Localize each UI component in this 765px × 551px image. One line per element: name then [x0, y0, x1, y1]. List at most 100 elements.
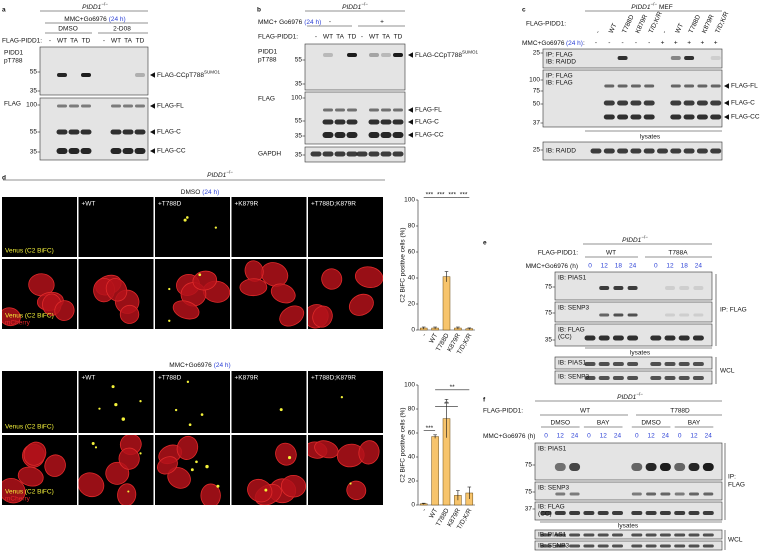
- band: [584, 376, 596, 380]
- micrograph: [155, 371, 230, 433]
- band: [627, 286, 638, 290]
- lane-label: TD: [348, 34, 357, 41]
- label: IB: PIAS1: [558, 360, 587, 367]
- genotype: PIDD1−/−: [207, 170, 233, 179]
- band: [56, 129, 68, 135]
- band-label: FLAG-C: [157, 129, 181, 136]
- mw-marker: 37: [533, 120, 541, 127]
- column-title: +K879R: [235, 375, 259, 382]
- bifc-dot: [186, 216, 189, 219]
- mw-marker: 100: [529, 77, 540, 84]
- lane-label: WT: [608, 22, 619, 34]
- significance-label: **: [450, 384, 456, 391]
- lane-label: -: [635, 40, 637, 47]
- bifc-dot: [214, 226, 217, 229]
- band: [617, 148, 629, 154]
- band: [710, 56, 721, 60]
- lane-label: 24: [571, 433, 579, 440]
- blot: [534, 540, 723, 551]
- band: [68, 129, 80, 135]
- genotype-part: −/−: [361, 2, 368, 7]
- band: [630, 148, 642, 154]
- lane-label: -: [361, 34, 363, 41]
- band: [335, 108, 345, 112]
- column-title: +T788D;K879R: [311, 375, 356, 382]
- construct-label: FLAG-PIDD1:: [526, 21, 566, 28]
- nucleus: [192, 270, 218, 291]
- nucleus: [279, 305, 305, 327]
- band: [630, 114, 642, 120]
- band: [643, 114, 655, 120]
- nucleus: [346, 480, 367, 501]
- treatment-part: (24 h): [304, 19, 321, 26]
- band: [710, 84, 721, 88]
- band: [612, 533, 623, 537]
- band: [710, 100, 722, 106]
- band: [645, 533, 657, 537]
- significance-label: ***: [448, 192, 456, 199]
- lane-label: +: [701, 40, 705, 47]
- nucleus: [17, 466, 44, 487]
- genotype-part: PIDD1: [342, 4, 362, 11]
- band: [645, 511, 657, 515]
- micrograph-content: [93, 274, 140, 324]
- lane-label: 12: [557, 433, 565, 440]
- micrograph-content: [2, 273, 75, 327]
- band: [56, 148, 68, 154]
- band: [554, 533, 566, 537]
- arrow: [150, 129, 155, 135]
- micrograph: [2, 197, 77, 257]
- blot: [534, 529, 723, 540]
- lane-label: 12: [666, 263, 674, 270]
- mw-marker: 55: [30, 129, 38, 136]
- mw-marker: 75: [525, 462, 533, 469]
- genotype: PIDD1−/−: [82, 2, 108, 11]
- label: IB: RAIDD: [546, 148, 576, 155]
- treatment-part: MMC+Go6976: [169, 362, 212, 369]
- band: [69, 104, 79, 108]
- band: [134, 148, 146, 154]
- lane-label: -: [49, 38, 51, 45]
- band: [583, 544, 595, 548]
- lane-label: -: [103, 38, 105, 45]
- band: [322, 119, 334, 125]
- band: [369, 53, 379, 57]
- band: [81, 73, 91, 77]
- band: [613, 313, 624, 317]
- significance-label: ***: [426, 192, 434, 199]
- construct-label: FLAG-PIDD1:: [2, 38, 42, 45]
- band: [555, 492, 566, 496]
- band: [540, 511, 552, 515]
- bifc-dot: [205, 464, 209, 469]
- treatment-part: (24 h): [202, 189, 219, 196]
- genotype-part: PIDD1: [82, 4, 102, 11]
- arrow: [724, 83, 729, 89]
- micrograph-content: [308, 266, 383, 329]
- micrograph: [308, 371, 383, 433]
- label: IB: SENP3: [558, 374, 589, 381]
- treatment-part: (24 h): [566, 40, 583, 47]
- y-tick-label: 80: [408, 223, 416, 230]
- treatment-part: MMC+Go6976: [522, 40, 565, 47]
- panel-letter: e: [483, 240, 487, 247]
- ip-label: IP: FLAG: [720, 307, 747, 314]
- significance-label: ***: [426, 425, 434, 432]
- micrograph-content: [78, 435, 142, 505]
- band: [688, 533, 700, 537]
- band: [631, 492, 642, 496]
- column-title: +WT: [82, 201, 96, 208]
- lane-label: TA: [382, 34, 390, 41]
- band: [664, 362, 676, 366]
- lane-label: WT: [57, 38, 67, 45]
- nucleus: [247, 478, 273, 503]
- band: [683, 100, 695, 106]
- band: [597, 533, 609, 537]
- label: IB: FLAG: [558, 327, 585, 334]
- lane-label: 12: [601, 263, 609, 270]
- lane-label: TA: [70, 38, 78, 45]
- band: [80, 148, 92, 154]
- lane-label: TA: [124, 38, 132, 45]
- blot: [534, 481, 723, 501]
- bifc-dot: [349, 482, 352, 485]
- band: [688, 511, 700, 515]
